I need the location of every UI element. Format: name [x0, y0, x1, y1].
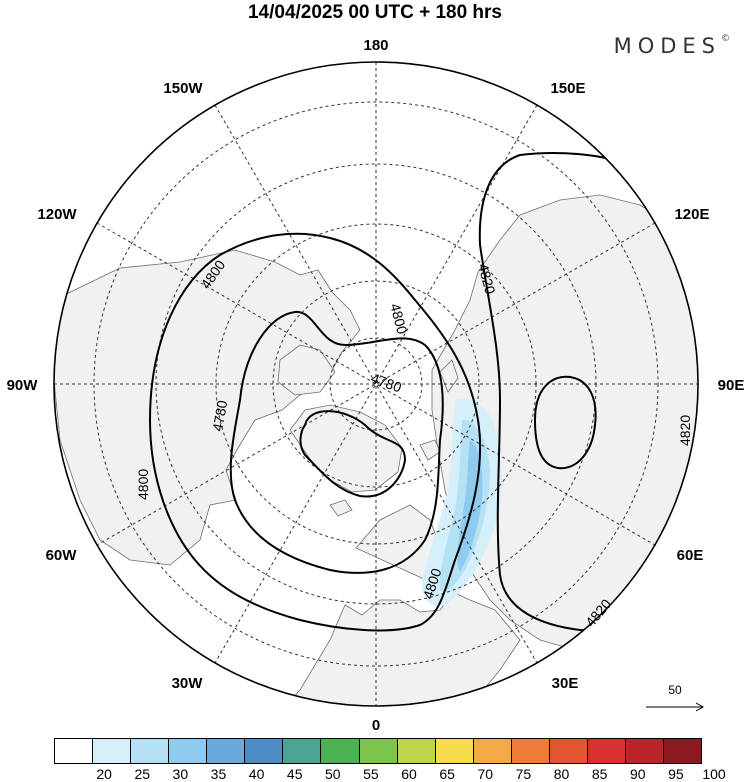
- colorbar-label: 60: [401, 766, 417, 782]
- colorbar-label: 20: [96, 766, 112, 782]
- contour-4820-west: [478, 151, 698, 246]
- colorbar-label: 35: [210, 766, 227, 782]
- contour-4780-outer: [229, 310, 444, 574]
- reference-vector-label: 50: [668, 683, 682, 697]
- brand-logo: MODES©: [614, 34, 730, 58]
- colorbar-label: 40: [248, 766, 265, 782]
- colorbar-label: 75: [515, 766, 532, 782]
- contour-label-4800-b: 4800: [135, 469, 151, 500]
- colorbar-cell: [283, 739, 322, 763]
- land-arctic-islands: [277, 344, 336, 396]
- contour-label-4820-a: 4820: [475, 262, 499, 296]
- colorbar: [54, 738, 702, 764]
- land-iceland: [329, 499, 353, 517]
- lon-label-30w: 30W: [172, 675, 204, 692]
- contour-labels: 4800 4800 4800 4800 4780 4780 4820 4820 …: [135, 257, 693, 630]
- colorbar-cell: [169, 739, 208, 763]
- contour-label-4800-c: 4800: [387, 302, 411, 336]
- chart-title: 14/04/2025 00 UTC + 180 hrs: [247, 2, 503, 23]
- land-europe-africa: [284, 504, 521, 706]
- land-novaya-zemlya: [439, 359, 459, 393]
- colorbar-cell: [397, 739, 436, 763]
- contour-label-4780-b: 4780: [209, 399, 230, 433]
- land-masses: [54, 194, 698, 706]
- map-boundary: [53, 61, 699, 707]
- colorbar-label: 70: [477, 766, 494, 782]
- colorbar-label: 55: [363, 766, 379, 782]
- lon-label-120w: 120W: [37, 206, 77, 223]
- colorbar-label: 90: [629, 766, 646, 782]
- colorbar-label: 30: [172, 766, 189, 782]
- colorbar-label: 80: [553, 766, 570, 782]
- colorbar-cell: [245, 739, 284, 763]
- colorbar-cell: [93, 739, 132, 763]
- lon-label-150e: 150E: [550, 80, 585, 97]
- lon-label-120e: 120E: [674, 206, 709, 223]
- longitude-labels: 180 0 150W 150E 120W 120E 90W 90E 60W 60…: [7, 37, 745, 734]
- copyright-mark: ©: [721, 34, 730, 44]
- colorbar-cell: [131, 739, 170, 763]
- colorbar-label: 50: [325, 766, 341, 782]
- colorbar-cell: [625, 739, 664, 763]
- meridians: [54, 62, 698, 706]
- colorbar-cell: [321, 739, 360, 763]
- colorbar-label: 85: [591, 766, 608, 782]
- lon-label-60e: 60E: [677, 547, 704, 564]
- colorbar-cell: [435, 739, 474, 763]
- colorbar-label: 95: [668, 766, 684, 782]
- lon-label-90e: 90E: [718, 377, 745, 394]
- lon-label-90w: 90W: [7, 377, 39, 394]
- colorbar-cell: [549, 739, 588, 763]
- brand-text: MODES: [613, 34, 721, 58]
- colorbar-cell: [207, 739, 246, 763]
- contour-4800: [148, 232, 482, 632]
- colorbar-label: 45: [286, 766, 303, 782]
- lon-label-0: 0: [372, 717, 380, 734]
- colorbar-labels: 20 25 30 35 40 45 50 55 60 65 70 75 80 85 90 95 100: [54, 766, 725, 782]
- land-north-america: [54, 249, 361, 566]
- lon-label-30e: 30E: [552, 675, 579, 692]
- colorbar-cell: [664, 739, 702, 763]
- colorbar-label: 65: [439, 766, 455, 782]
- colorbar-cell: [473, 739, 512, 763]
- arrowhead-icon: [695, 702, 705, 712]
- colorbar-cell: [55, 739, 94, 763]
- colorbar-cell: [511, 739, 550, 763]
- contour-4780-inner: [299, 410, 407, 498]
- contour-label-4820-b: 4820: [677, 415, 693, 446]
- reference-vector: 50: [646, 683, 705, 712]
- lon-label-60w: 60W: [46, 547, 78, 564]
- colorbar-label: 100: [702, 766, 726, 782]
- colorbar-cell: [587, 739, 626, 763]
- contour-4820-east: [533, 375, 597, 470]
- wind-shading: [421, 398, 502, 607]
- lon-label-180: 180: [363, 37, 388, 54]
- colorbar-label: 25: [134, 766, 151, 782]
- colorbar-cell: [359, 739, 398, 763]
- lon-label-150w: 150W: [163, 80, 203, 97]
